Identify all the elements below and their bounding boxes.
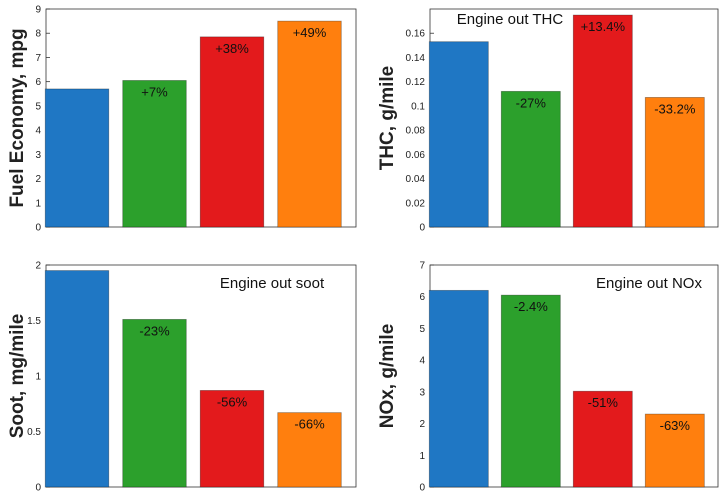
bar — [644, 97, 705, 228]
y-axis-label: NOx, g/mile — [377, 324, 398, 429]
y-tick-label: 0.06 — [406, 150, 426, 161]
y-axis-label: Soot, mg/mile — [7, 314, 28, 439]
chart-panel-2: 0 0.02 0.04 0.06 0.08 0.1 0.12 0.14 0.16 -27% +13.… — [377, 8, 719, 234]
bar — [199, 390, 265, 488]
y-tick-label: 0.14 — [406, 53, 426, 64]
y-tick-label: 1.5 — [27, 316, 41, 327]
y-tick-label: 0.16 — [406, 29, 426, 40]
bar — [500, 90, 561, 228]
y-tick-label: 2 — [419, 419, 425, 430]
data-label: -33.2% — [654, 101, 696, 116]
y-tick-label: 1 — [35, 198, 41, 209]
y-tick-label: 0.08 — [406, 126, 426, 137]
y-axis-label: THC, g/mile — [377, 66, 398, 171]
data-label: -2.4% — [514, 299, 548, 314]
y-tick-label: 0.02 — [406, 198, 426, 209]
data-label: +49% — [293, 25, 327, 40]
bar — [122, 80, 187, 228]
y-tick-label: 2 — [35, 174, 41, 185]
y-tick-label: 1 — [419, 451, 425, 462]
bar — [428, 289, 489, 488]
y-tick-label: 0.1 — [411, 101, 425, 112]
y-tick-label: 4 — [419, 356, 425, 367]
y-tick-label: 2 — [35, 261, 41, 272]
y-tick-label: 0.12 — [406, 77, 426, 88]
bar — [428, 41, 489, 228]
y-tick-label: 3 — [35, 150, 41, 161]
y-tick-label: 3 — [419, 387, 425, 398]
data-label: -63% — [660, 418, 691, 433]
y-tick-label: 1 — [35, 372, 41, 383]
data-label: -51% — [588, 395, 619, 410]
bar — [277, 412, 342, 488]
chart-panel-3: 0 0.5 1 1.5 2 -23% -56% -66% Soot, mg/mile Engine… — [7, 261, 357, 494]
y-tick-label: 4 — [35, 126, 41, 137]
bar — [500, 294, 561, 488]
bar — [122, 318, 187, 488]
panel-title: Engine out soot — [220, 275, 325, 292]
y-tick-label: 0.5 — [27, 427, 41, 438]
chart-panel-1: 0 1 2 3 4 5 6 7 8 9 +7% +38% +49% Fuel Economy, mpg — [7, 5, 357, 234]
y-tick-label: 0 — [419, 483, 425, 494]
data-label: +13.4% — [581, 19, 626, 34]
y-tick-label: 0 — [419, 223, 425, 234]
data-label: -23% — [139, 323, 170, 338]
y-axis-label: Fuel Economy, mpg — [7, 28, 28, 207]
y-tick-label: 6 — [419, 292, 425, 303]
data-label: -56% — [217, 394, 248, 409]
y-tick-label: 6 — [35, 77, 41, 88]
data-label: -27% — [516, 95, 547, 110]
y-tick-label: 5 — [35, 101, 41, 112]
bar — [572, 14, 633, 228]
bar — [277, 20, 342, 228]
y-tick-label: 8 — [35, 29, 41, 40]
bar — [199, 36, 265, 228]
bar — [572, 390, 633, 488]
y-tick-label: 9 — [35, 5, 41, 16]
chart-panel-4: 0 1 2 3 4 5 6 7 -2.4% -51% -63% NOx, g/mile Engine o… — [377, 261, 719, 494]
y-tick-label: 7 — [419, 261, 425, 272]
bar — [44, 270, 110, 488]
y-tick-label: 0.04 — [406, 174, 426, 185]
y-tick-label: 0 — [35, 483, 41, 494]
data-label: +38% — [215, 41, 249, 56]
y-tick-label: 7 — [35, 53, 41, 64]
y-tick-label: 5 — [419, 324, 425, 335]
data-label: +7% — [141, 84, 168, 99]
data-label: -66% — [294, 417, 325, 432]
bar — [44, 88, 110, 228]
panel-title: Engine out THC — [457, 11, 564, 28]
bar — [644, 413, 705, 488]
y-tick-label: 0 — [35, 223, 41, 234]
panel-title: Engine out NOx — [596, 275, 702, 292]
